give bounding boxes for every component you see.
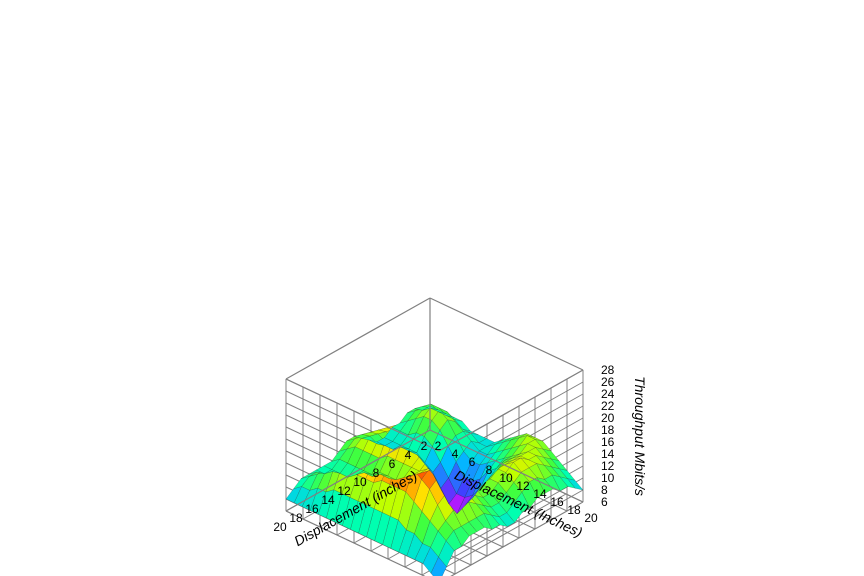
x-tick: 10 [353,475,367,489]
z-tick: 10 [601,471,615,485]
z-tick: 16 [601,435,615,449]
y-tick: 12 [516,479,530,493]
x-tick: 6 [389,457,396,471]
x-tick: 8 [373,466,380,480]
x-tick: 4 [405,448,412,462]
y-tick: 2 [435,439,442,453]
z-tick: 14 [601,447,615,461]
x-tick: 12 [337,484,351,498]
z-tick: 6 [601,495,608,509]
y-tick: 14 [533,487,547,501]
z-tick: 18 [601,423,615,437]
surface-chart-svg: 2468101214161820246810121416182068101214… [0,0,864,576]
z-tick: 22 [601,399,615,413]
y-tick: 20 [584,511,598,525]
y-tick: 16 [550,495,564,509]
y-tick: 4 [452,447,459,461]
z-tick: 20 [601,411,615,425]
x-tick: 18 [289,511,303,525]
z-tick: 28 [601,363,615,377]
y-tick: 8 [486,463,493,477]
y-tick: 6 [469,455,476,469]
x-tick: 2 [421,439,428,453]
z-tick: 26 [601,375,615,389]
z-tick: 24 [601,387,615,401]
surface-chart: 2468101214161820246810121416182068101214… [0,0,864,576]
z-axis-label: Throughput Mbits/s [632,376,648,496]
x-tick: 20 [273,520,287,534]
z-tick: 12 [601,459,615,473]
x-tick: 14 [321,493,335,507]
y-tick: 10 [499,471,513,485]
x-tick: 16 [305,502,319,516]
z-tick: 8 [601,483,608,497]
y-tick: 18 [567,503,581,517]
